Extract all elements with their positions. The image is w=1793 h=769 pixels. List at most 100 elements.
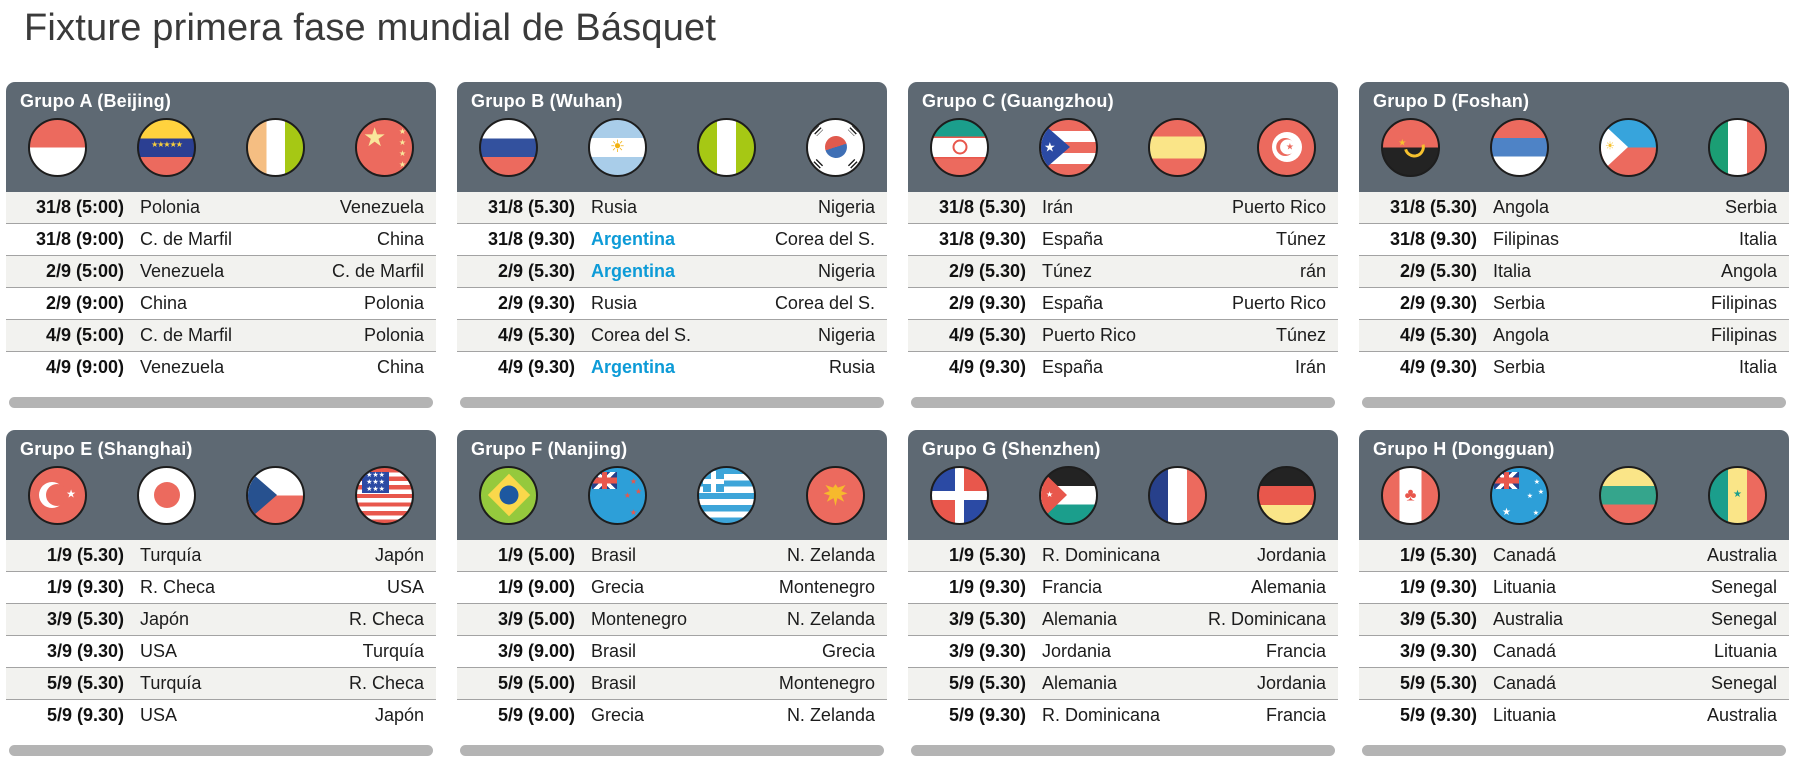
away-team: R. Checa bbox=[348, 608, 424, 629]
match-datetime: 2/9 (9:00) bbox=[45, 292, 124, 313]
group-header: Grupo H (Dongguan) ♣ ★ ★ ★ ★ ★ ★ bbox=[1359, 429, 1789, 540]
match-datetime: 1/9 (5.00) bbox=[497, 544, 575, 565]
match-datetime: 3/9 (9.30) bbox=[1399, 640, 1477, 661]
match-row: 2/9 (5.30) Túnez rán bbox=[908, 255, 1338, 288]
match-datetime: 5/9 (9.00) bbox=[497, 704, 575, 725]
group-header: Grupo B (Wuhan) ☀ bbox=[457, 81, 887, 192]
match-row: 1/9 (5.30) R. Dominicana Jordania bbox=[908, 539, 1338, 572]
flag-iran-icon bbox=[930, 117, 989, 177]
match-row: 3/9 (9.30) Canadá Lituania bbox=[1359, 635, 1789, 668]
home-team: USA bbox=[140, 704, 178, 725]
home-team: Jordania bbox=[1042, 640, 1112, 661]
match-row: 4/9 (5:00) C. de Marfil Polonia bbox=[6, 319, 436, 352]
away-team: Puerto Rico bbox=[1231, 292, 1326, 313]
flag-australia-icon: ★ ★ ★ ★ ★ bbox=[1490, 465, 1549, 525]
match-row: 3/9 (9.00) Brasil Grecia bbox=[457, 635, 887, 668]
flag-marfil-icon bbox=[246, 117, 305, 177]
home-team: Argentina bbox=[591, 228, 676, 249]
home-team: Montenegro bbox=[591, 608, 688, 629]
away-team: Senegal bbox=[1710, 608, 1777, 629]
group-flags: ☀ bbox=[457, 112, 887, 177]
match-list: 31/8 (5.30) Irán Puerto Rico 31/8 (9.30)… bbox=[908, 191, 1338, 389]
away-team: China bbox=[376, 356, 424, 377]
home-team: Irán bbox=[1042, 196, 1074, 217]
away-team: Francia bbox=[1265, 704, 1326, 725]
match-row: 4/9 (9:00) Venezuela China bbox=[6, 351, 436, 383]
match-row: 4/9 (5.30) Corea del S. Nigeria bbox=[457, 319, 887, 352]
match-row: 1/9 (5.00) Brasil N. Zelanda bbox=[457, 539, 887, 572]
flag-montenegro-icon bbox=[806, 465, 865, 525]
match-datetime: 3/9 (9.30) bbox=[948, 640, 1026, 661]
away-team: Japón bbox=[374, 704, 424, 725]
flag-espana-icon bbox=[1148, 117, 1207, 177]
panel-shadow bbox=[9, 744, 433, 756]
match-row: 31/8 (5.30) Angola Serbia bbox=[1359, 191, 1789, 224]
group-header: Grupo D (Foshan) ★ ☀ bbox=[1359, 81, 1789, 192]
match-row: 31/8 (5.30) Irán Puerto Rico bbox=[908, 191, 1338, 224]
match-datetime: 3/9 (9.30) bbox=[46, 640, 124, 661]
flag-serbia-icon bbox=[1490, 117, 1549, 177]
match-row: 5/9 (9.30) Lituania Australia bbox=[1359, 699, 1789, 731]
group-title: Grupo A (Beijing) bbox=[20, 90, 172, 111]
away-team: Alemania bbox=[1250, 576, 1326, 597]
away-team: Australia bbox=[1706, 544, 1777, 565]
match-datetime: 31/8 (9.30) bbox=[487, 228, 575, 249]
group-card: Grupo H (Dongguan) ♣ ★ ★ ★ ★ ★ ★ 1/9 (5.30) Ca… bbox=[1359, 429, 1789, 737]
match-row: 2/9 (9.30) Rusia Corea del S. bbox=[457, 287, 887, 320]
away-team: Filipinas bbox=[1710, 292, 1777, 313]
flag-lituania-icon bbox=[1599, 465, 1658, 525]
match-row: 31/8 (5.30) Rusia Nigeria bbox=[457, 191, 887, 224]
match-row: 1/9 (5.30) Canadá Australia bbox=[1359, 539, 1789, 572]
match-row: 5/9 (5.30) Canadá Senegal bbox=[1359, 667, 1789, 700]
group-card: Grupo A (Beijing) ★★★★★ ★ ★★★★ 31/8 (5:00)… bbox=[6, 81, 436, 389]
match-datetime: 4/9 (5.30) bbox=[1399, 324, 1477, 345]
flag-filipinas-icon: ☀ bbox=[1599, 117, 1658, 177]
away-team: N. Zelanda bbox=[786, 704, 875, 725]
flag-china-icon: ★ ★★★★ bbox=[355, 117, 414, 177]
match-datetime: 31/8 (5:00) bbox=[35, 196, 124, 217]
match-datetime: 31/8 (9.30) bbox=[1389, 228, 1477, 249]
match-datetime: 1/9 (5.30) bbox=[1399, 544, 1477, 565]
flag-usa-icon: ★★★ ★★★ ★★★ bbox=[355, 465, 414, 525]
match-datetime: 31/8 (5.30) bbox=[487, 196, 575, 217]
group-card: Grupo E (Shanghai) ★ ★★★ ★★★ ★★★ 1/9 (5.30)… bbox=[6, 429, 436, 737]
match-datetime: 1/9 (9.00) bbox=[497, 576, 575, 597]
home-team: Japón bbox=[140, 608, 190, 629]
match-list: 1/9 (5.00) Brasil N. Zelanda 1/9 (9.00) … bbox=[457, 539, 887, 737]
match-row: 4/9 (9.30) Argentina Rusia bbox=[457, 351, 887, 383]
match-datetime: 3/9 (5.30) bbox=[948, 608, 1026, 629]
flag-puertorico-icon: ★ bbox=[1039, 117, 1098, 177]
home-team: Puerto Rico bbox=[1042, 324, 1137, 345]
match-row: 4/9 (5.30) Angola Filipinas bbox=[1359, 319, 1789, 352]
match-datetime: 2/9 (5.30) bbox=[1399, 260, 1477, 281]
away-team: Túnez bbox=[1275, 324, 1326, 345]
home-team: Serbia bbox=[1493, 292, 1546, 313]
match-datetime: 1/9 (9.30) bbox=[46, 576, 124, 597]
home-team: China bbox=[140, 292, 188, 313]
away-team: Jordania bbox=[1256, 544, 1326, 565]
match-row: 31/8 (9.30) Filipinas Italia bbox=[1359, 223, 1789, 256]
home-team: Túnez bbox=[1042, 260, 1093, 281]
panel-shadow bbox=[1362, 396, 1786, 408]
home-team: Grecia bbox=[591, 704, 645, 725]
away-team: N. Zelanda bbox=[786, 544, 875, 565]
group-title: Grupo B (Wuhan) bbox=[471, 90, 623, 111]
match-row: 2/9 (9.30) Serbia Filipinas bbox=[1359, 287, 1789, 320]
match-datetime: 4/9 (9:00) bbox=[45, 356, 124, 377]
match-datetime: 3/9 (5.00) bbox=[497, 608, 575, 629]
flag-alemania-icon bbox=[1257, 465, 1316, 525]
flag-italia-icon bbox=[1708, 117, 1767, 177]
flag-angola-icon: ★ bbox=[1381, 117, 1440, 177]
match-row: 5/9 (5.30) Alemania Jordania bbox=[908, 667, 1338, 700]
match-row: 3/9 (9.30) USA Turquía bbox=[6, 635, 436, 668]
group-flags: ★★★★★★★★★★ bbox=[6, 112, 436, 177]
away-team: R. Dominicana bbox=[1207, 608, 1326, 629]
home-team: C. de Marfil bbox=[140, 228, 233, 249]
group-flags: ★★★★★★★★★★ bbox=[6, 460, 436, 525]
group-flags: ♣ ★ ★ ★ ★ ★ ★ bbox=[1359, 460, 1789, 525]
match-list: 31/8 (5.30) Rusia Nigeria 31/8 (9.30) Ar… bbox=[457, 191, 887, 389]
away-team: Senegal bbox=[1710, 576, 1777, 597]
group-card: Grupo C (Guangzhou) ★ ★ 31/8 (5.30) Irán … bbox=[908, 81, 1338, 389]
away-team: Italia bbox=[1738, 228, 1777, 249]
home-team: Angola bbox=[1493, 196, 1550, 217]
